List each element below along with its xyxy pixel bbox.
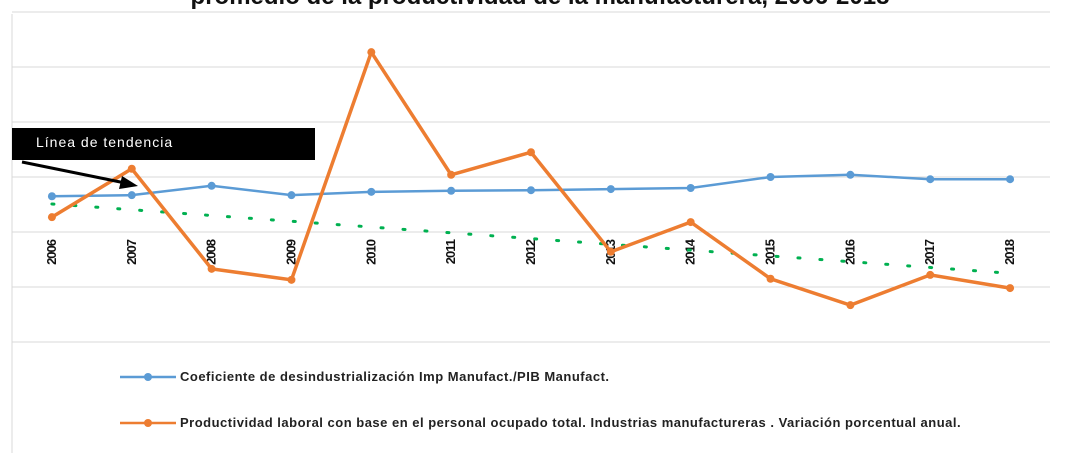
point [127,191,136,200]
point [846,170,855,179]
x-tick-label: 2015 [763,239,778,265]
x-tick-label: 2006 [44,239,59,265]
x-tick-label: 2011 [443,239,458,264]
point [686,184,695,192]
point [766,274,775,283]
point [606,185,615,194]
point [1006,175,1015,184]
x-tick-label: 2009 [283,239,298,265]
x-tick-label: 2012 [523,239,538,265]
point [127,164,136,173]
annotation-label: Línea de tendencia [36,134,173,150]
point [527,148,535,157]
point [686,218,695,227]
x-tick-label: 2007 [124,239,139,265]
point [47,213,56,222]
point [207,264,216,273]
point [367,48,376,57]
point [447,170,456,179]
point [287,275,296,284]
point [447,186,456,195]
point [287,191,296,200]
point [846,301,855,310]
legend-item: Coeficiente de desindustrialización Imp … [120,370,1000,384]
annotation-arrowhead [119,176,138,189]
legend-swatch [120,419,176,427]
x-tick-label: 2018 [1002,239,1017,265]
point [527,186,535,195]
x-tick-label: 2010 [363,239,378,265]
point [926,175,935,184]
legend-swatch [120,373,176,381]
chart-title: promedio de la productividad de la manuf… [191,0,890,10]
point [926,270,935,279]
series-line [51,48,1011,308]
point [47,192,56,201]
point [766,173,775,181]
point [367,187,376,196]
annotation-arrow [21,160,131,186]
x-tick-label: 2008 [204,239,219,265]
x-tick-label: 2016 [842,239,857,265]
point [207,181,216,190]
x-tick-label: 2017 [922,239,937,265]
point [606,247,615,256]
legend-item: Productividad laboral con base en el per… [120,416,1000,430]
legend-label: Productividad laboral con base en el per… [180,415,962,430]
point [1006,284,1015,293]
annotation-box [12,128,315,160]
legend-label: Coeficiente de desindustrialización Imp … [180,369,610,384]
